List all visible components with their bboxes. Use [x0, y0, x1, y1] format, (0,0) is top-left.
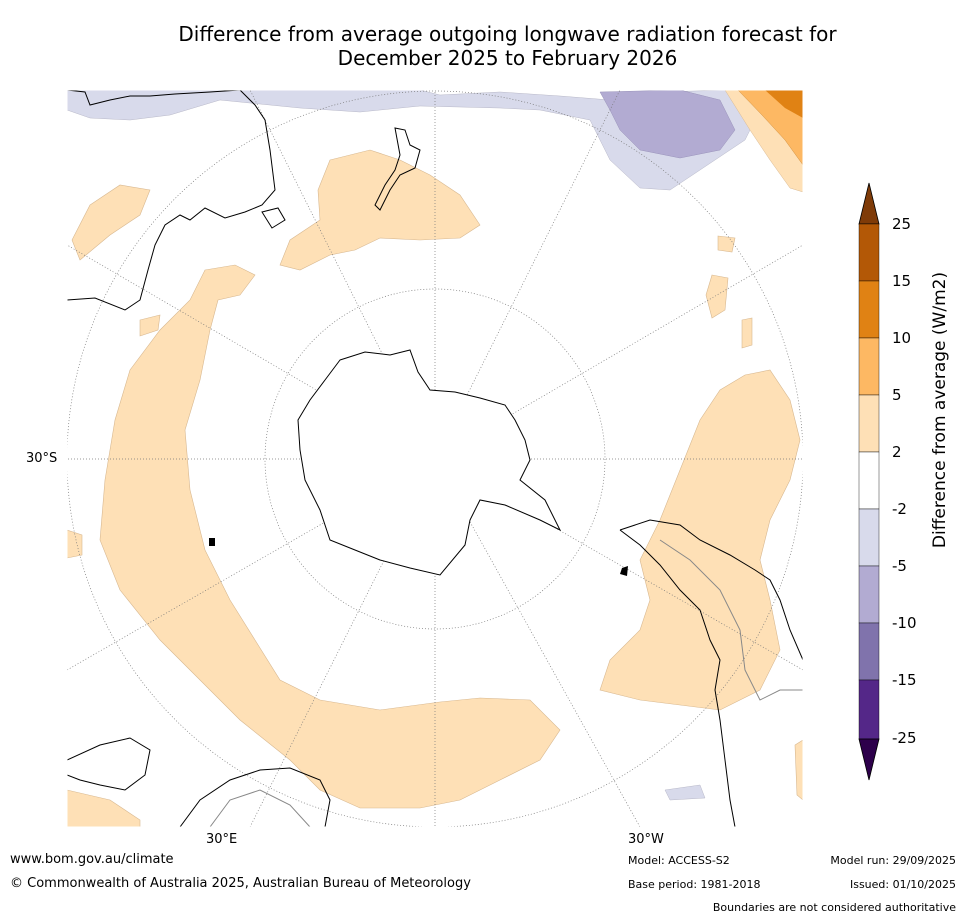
colorbar-tick-10: 10 — [892, 329, 912, 347]
colorbar-tick-neg10: -10 — [892, 614, 917, 632]
footer-model: Model: ACCESS-S2 — [628, 854, 730, 867]
island-kerguelen — [209, 538, 215, 546]
colorbar-tick-neg25: -25 — [892, 729, 917, 747]
colorbar-seg-5-10 — [858, 337, 880, 396]
colorbar — [858, 182, 880, 781]
australia-coastline — [67, 90, 276, 311]
island-falklands — [620, 566, 628, 576]
colorbar-seg-neg25-neg15 — [858, 679, 880, 740]
colorbar-min-arrow — [858, 738, 880, 781]
map-panel — [67, 90, 803, 827]
anomaly-positive-atlantic-small — [705, 274, 729, 319]
anomaly-positive-bottom-right — [794, 739, 803, 801]
anomaly-positive-bottom-left — [67, 789, 141, 827]
anomaly-positive-band-west — [99, 264, 561, 809]
anomaly-negative-top-strong — [599, 90, 736, 159]
title-line-1: Difference from average outgoing longwav… — [178, 22, 837, 46]
meridian-8 — [434, 458, 641, 827]
title-line-2: December 2025 to February 2026 — [337, 46, 678, 70]
colorbar-seg-neg15-neg10 — [858, 622, 880, 681]
madagascar-bottom-coastline — [179, 767, 331, 827]
south-america-inner-border — [659, 539, 803, 701]
anomaly-positive-small-1 — [139, 314, 161, 337]
map-title: Difference from average outgoing longwav… — [100, 22, 915, 70]
anomaly-positive-atlantic-small-2 — [717, 235, 736, 253]
meridian-9 — [67, 244, 436, 460]
anomaly-positive-top-right-strong — [765, 90, 803, 118]
map-frame — [66, 89, 804, 828]
colorbar-seg-2-5 — [858, 394, 880, 453]
colorbar-tick-25: 25 — [892, 215, 912, 233]
colorbar-title: Difference from average (W/m2) — [930, 271, 950, 549]
footer-issued: Issued: 01/10/2025 — [849, 878, 956, 891]
colorbar-tick-neg15: -15 — [892, 671, 917, 689]
graticule-circle-2 — [264, 288, 606, 630]
colorbar-seg-10-15 — [858, 280, 880, 339]
anomaly-negative-top — [67, 90, 761, 191]
colorbar-seg-neg5-neg2 — [858, 508, 880, 567]
colorbar-tick-2: 2 — [892, 443, 902, 461]
colorbar-seg-neg10-neg5 — [858, 565, 880, 624]
colorbar-tick-neg5: -5 — [892, 557, 907, 575]
footer-model-run: Model run: 29/09/2025 — [830, 854, 956, 867]
colorbar-seg-neg2-2 — [858, 451, 880, 510]
lon-label-30e: 30°E — [206, 832, 238, 847]
southern-africa-coastline — [67, 737, 151, 791]
meridian-10 — [434, 244, 803, 460]
anomaly-positive-atlantic-small-3 — [741, 317, 753, 349]
colorbar-tick-15: 15 — [892, 272, 912, 290]
footer-url[interactable]: www.bom.gov.au/climate — [10, 852, 174, 867]
colorbar-max-arrow — [858, 182, 880, 225]
antarctica-coastline — [297, 349, 562, 576]
footer-disclaimer: Boundaries are not considered authoritat… — [712, 901, 956, 914]
footer-base-period: Base period: 1981-2018 — [628, 878, 761, 891]
anomaly-negative-bottom-right — [664, 784, 706, 801]
southern-africa-inner-border — [209, 789, 311, 827]
colorbar-tick-neg2: -2 — [892, 500, 907, 518]
new-zealand-coastline — [374, 127, 421, 211]
anomaly-positive-southern-africa-sea — [71, 184, 151, 261]
footer-copyright: © Commonwealth of Australia 2025, Austra… — [10, 876, 471, 891]
tasmania-coastline — [261, 207, 286, 229]
south-america-coastline — [619, 519, 803, 827]
anomaly-positive-left-edge — [67, 529, 83, 559]
colorbar-tick-5: 5 — [892, 386, 902, 404]
colorbar-seg-15-25 — [858, 223, 880, 282]
lat-label-30s: 30°S — [26, 451, 58, 466]
lon-label-30w: 30°W — [628, 832, 664, 847]
